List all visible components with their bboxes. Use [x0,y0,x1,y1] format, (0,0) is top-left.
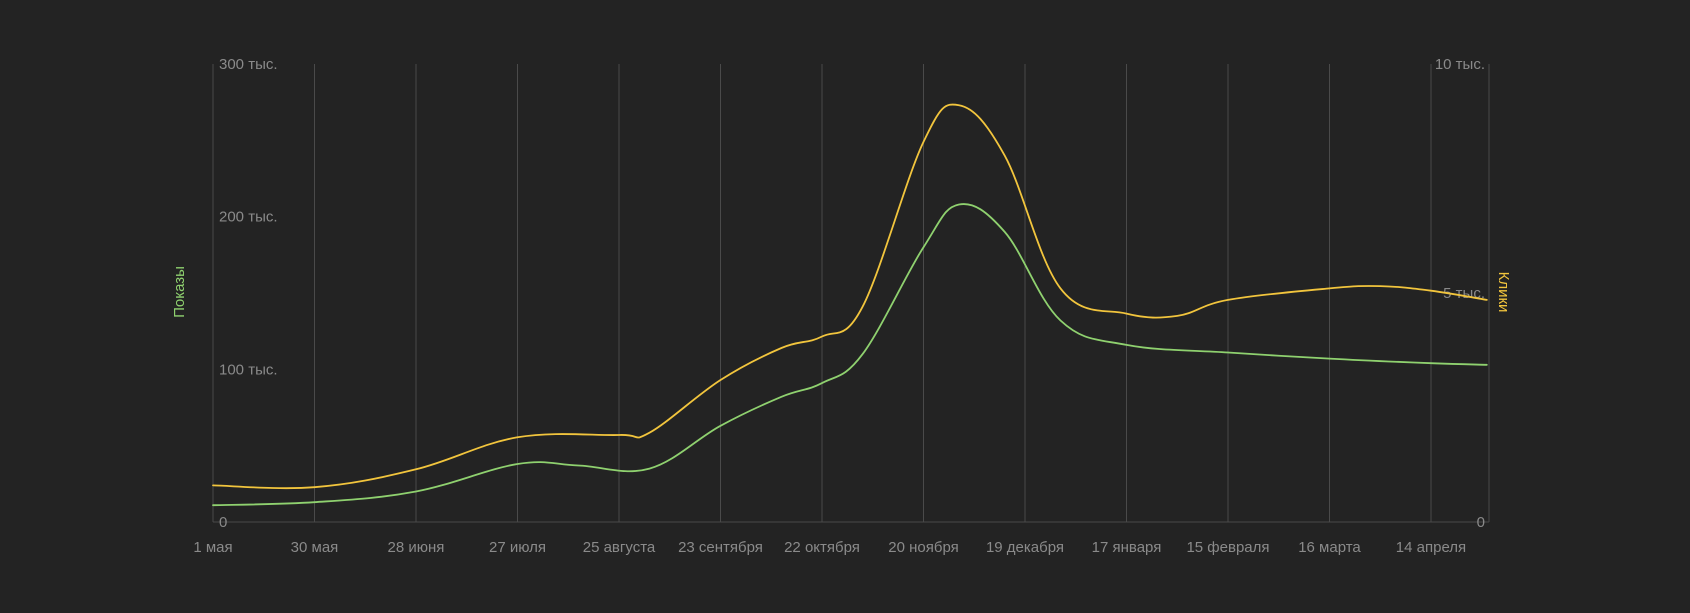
left-tick-label: 200 тыс. [219,209,278,226]
x-tick-label: 23 сентября [678,539,763,556]
grid [212,64,1490,523]
left-tick-label: 300 тыс. [219,56,278,73]
right-axis-ticks: 05 тыс.10 тыс. [1435,56,1485,531]
x-tick-label: 20 ноября [888,539,959,556]
x-tick-label: 28 июня [388,539,445,556]
left-axis-title: Показы [171,266,188,318]
x-tick-label: 16 марта [1298,539,1361,556]
left-tick-label: 100 тыс. [219,361,278,378]
right-axis-title: Клики [1495,272,1512,313]
x-tick-label: 22 октября [784,539,860,556]
x-tick-label: 19 декабря [986,539,1064,556]
x-tick-label: 30 мая [291,539,339,556]
series-line-clicks [212,103,1488,490]
x-tick-label: 14 апреля [1396,539,1466,556]
series-line-impressions [212,203,1488,507]
series-lines [212,103,1488,507]
x-axis-ticks: 1 мая 30 мая 28 июня 27 июля 25 августа 23 се… [193,539,1466,556]
x-tick-label: 15 февраля [1186,539,1269,556]
right-tick-label: 0 [1477,514,1485,531]
x-tick-label: 25 августа [583,539,656,556]
x-tick-label: 17 января [1092,539,1162,556]
left-axis-ticks: 0 100 тыс. 200 тыс. 300 тыс. [219,56,278,531]
right-tick-label: 10 тыс. [1435,56,1485,73]
left-tick-label: 0 [219,514,227,531]
x-tick-label: 1 мая [193,539,232,556]
x-tick-label: 27 июля [489,539,546,556]
